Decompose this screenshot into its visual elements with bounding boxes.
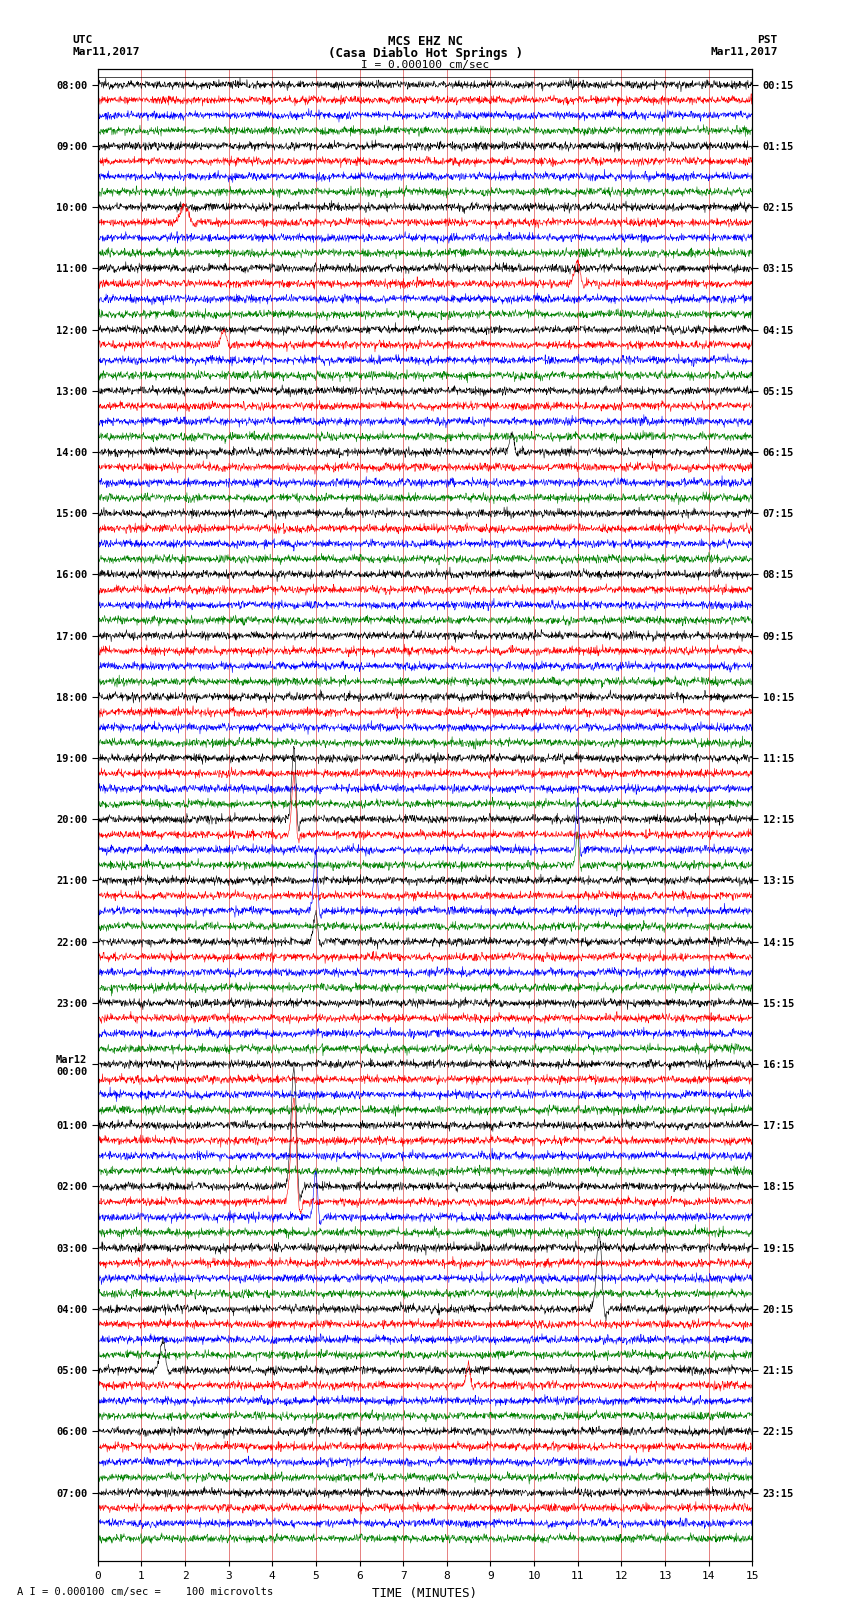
Text: MCS EHZ NC: MCS EHZ NC: [388, 35, 462, 48]
Text: PST: PST: [757, 35, 778, 45]
Text: I = 0.000100 cm/sec: I = 0.000100 cm/sec: [361, 60, 489, 69]
Text: Mar11,2017: Mar11,2017: [72, 47, 139, 56]
Text: Mar11,2017: Mar11,2017: [711, 47, 778, 56]
X-axis label: TIME (MINUTES): TIME (MINUTES): [372, 1587, 478, 1600]
Text: (Casa Diablo Hot Springs ): (Casa Diablo Hot Springs ): [327, 47, 523, 60]
Text: UTC: UTC: [72, 35, 93, 45]
Text: A I = 0.000100 cm/sec =    100 microvolts: A I = 0.000100 cm/sec = 100 microvolts: [17, 1587, 273, 1597]
